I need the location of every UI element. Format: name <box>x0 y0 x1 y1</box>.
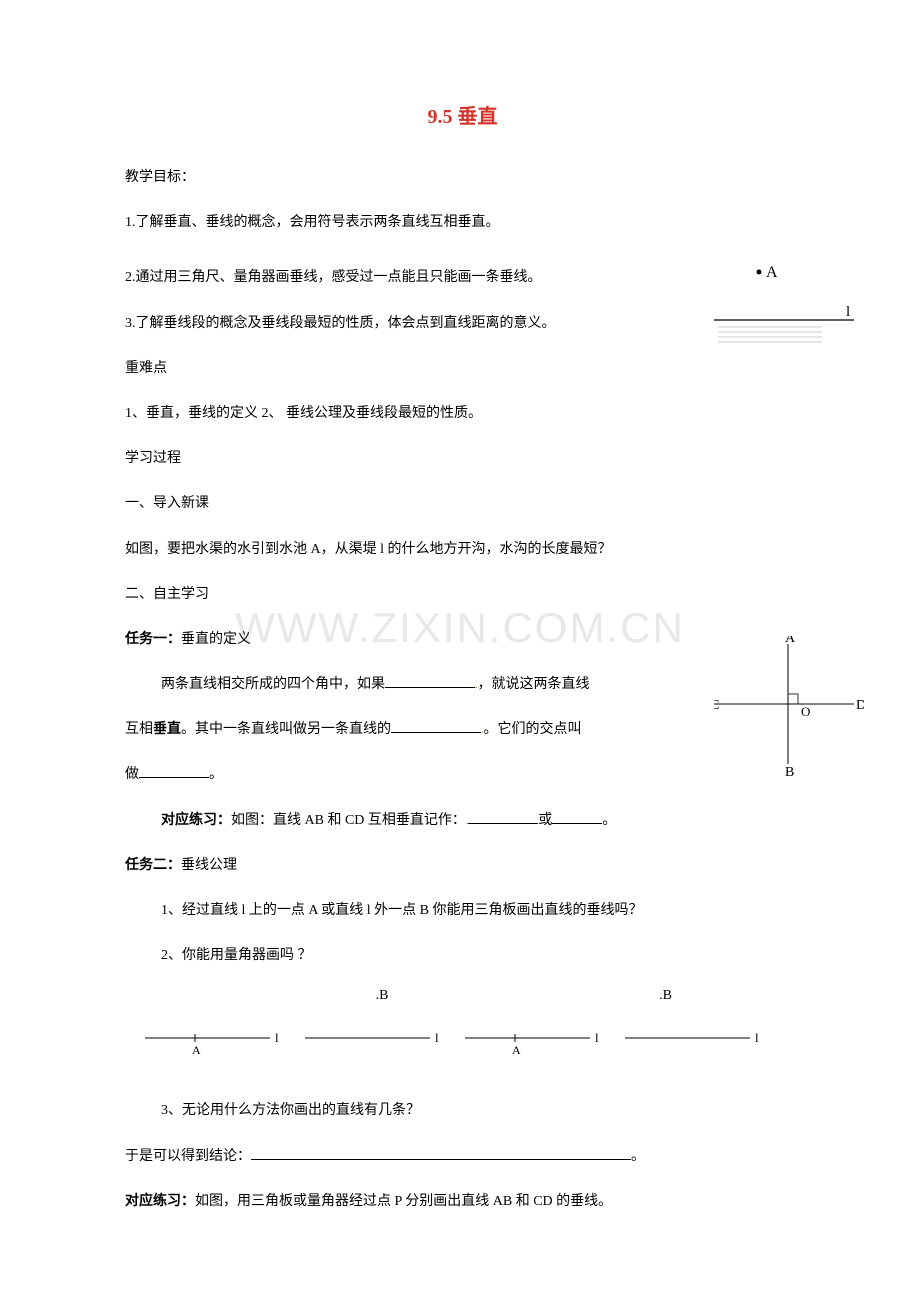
t1pa: 如图：直线 AB 和 CD 互相垂直记作： <box>231 813 466 828</box>
heading-intro: 一、导入新课 <box>125 491 800 516</box>
line-diagram-icon: A l <box>465 1020 625 1060</box>
objective-2: 2.通过用三角尺、量角器画垂线，感受过一点能且只能画一条垂线。 <box>125 265 800 290</box>
b-label-1: .B <box>125 988 409 1004</box>
blank <box>468 810 538 824</box>
heading-objectives: 教学目标： <box>125 165 800 190</box>
svg-text:l: l <box>435 1030 439 1045</box>
task2-title: 垂线公理 <box>181 858 237 873</box>
intro-text: 如图，要把水渠的水引到水池 A，从渠堤 l 的什么地方开沟，水沟的长度最短？ <box>125 537 800 562</box>
svg-text:l: l <box>275 1030 279 1045</box>
diagram-1: A l <box>145 1020 305 1090</box>
svg-text:A: A <box>512 1043 521 1057</box>
svg-text:l: l <box>755 1030 759 1045</box>
blank <box>139 764 209 778</box>
task1-p3: 做。 <box>125 762 800 787</box>
diagram-3: A l <box>465 1020 625 1090</box>
objective-1: 1.了解垂直、垂线的概念，会用符号表示两条直线互相垂直。 <box>125 210 800 235</box>
svg-text:l: l <box>846 304 850 320</box>
task1-practice: 对应练习：如图：直线 AB 和 CD 互相垂直记作：.或。 <box>125 808 800 833</box>
blank <box>552 810 602 824</box>
diagram-2: l <box>305 1020 465 1090</box>
svg-text:l: l <box>595 1030 599 1045</box>
diagram-4: l <box>625 1020 785 1090</box>
t1p3a: 做 <box>125 767 139 782</box>
t1p2a: 互相 <box>125 722 153 737</box>
line-diagram-icon: A l <box>145 1020 305 1060</box>
heading-self: 二、自主学习 <box>125 582 800 607</box>
diagram-b-row: .B .B <box>125 988 800 1004</box>
t1p2c: 。其中一条直线叫做另一条直线的 <box>181 722 391 737</box>
line-diagram-icon: l <box>305 1020 465 1060</box>
difficulty-1: 1、垂直，垂线的定义 2、 垂线公理及垂线段最短的性质。 <box>125 401 800 426</box>
t2p: 如图，用三角板或量角器经过点 P 分别画出直线 AB 和 CD 的垂线。 <box>195 1194 612 1209</box>
b-label-2: .B <box>409 988 693 1004</box>
t1p3b: 。 <box>209 767 223 782</box>
practice-label: 对应练习： <box>161 813 231 828</box>
page-title: 9.5 垂直 <box>125 100 800 129</box>
heading-process: 学习过程 <box>125 446 800 471</box>
document-content: 9.5 垂直 教学目标： 1.了解垂直、垂线的概念，会用符号表示两条直线互相垂直… <box>125 100 800 1214</box>
heading-difficulty: 重难点 <box>125 356 800 381</box>
task1-label: 任务一： <box>125 632 181 647</box>
svg-text:A: A <box>192 1043 201 1057</box>
blank <box>251 1146 631 1160</box>
objective-3: 3.了解垂线段的概念及垂线段最短的性质，体会点到直线距离的意义。 <box>125 311 800 336</box>
conclude-a: 于是可以得到结论： <box>125 1149 251 1164</box>
task2-q3: 3、无论用什么方法你画出的直线有几条？ <box>125 1098 800 1123</box>
t1p1a: 两条直线相交所成的四个角中，如果 <box>161 677 385 692</box>
t1p1b: ，就说这两条直线 <box>478 677 590 692</box>
line-diagram-icon: l <box>625 1020 785 1060</box>
task1-p1: 两条直线相交所成的四个角中，如果.，就说这两条直线 <box>125 672 800 697</box>
task2-practice: 对应练习：如图，用三角板或量角器经过点 P 分别画出直线 AB 和 CD 的垂线… <box>125 1189 800 1214</box>
task2-q1: 1、经过直线 l 上的一点 A 或直线 l 外一点 B 你能用三角板画出直线的垂… <box>125 898 800 923</box>
task2-label: 任务二： <box>125 858 181 873</box>
task1-heading: 任务一：垂直的定义 <box>125 627 800 652</box>
blank <box>385 674 475 688</box>
t1p2d: 。它们的交点叫 <box>484 722 582 737</box>
task1-p2: 互相垂直。其中一条直线叫做另一条直线的.。它们的交点叫 <box>125 717 800 742</box>
svg-text:O: O <box>801 704 810 719</box>
t1pc: 。 <box>602 813 616 828</box>
diagram-row: A l l A l l <box>125 1020 800 1090</box>
conclude-b: 。 <box>631 1149 645 1164</box>
task2-heading: 任务二：垂线公理 <box>125 853 800 878</box>
t1p2b: 垂直 <box>153 722 181 737</box>
svg-text:D: D <box>856 698 864 713</box>
blank <box>391 719 481 733</box>
practice-label-2: 对应练习： <box>125 1194 195 1209</box>
task1-title: 垂直的定义 <box>181 632 251 647</box>
task2-q2: 2、你能用量角器画吗 ？ <box>125 943 800 968</box>
task2-conclusion: 于是可以得到结论： 。 <box>125 1144 800 1169</box>
t1pb: 或 <box>538 813 552 828</box>
